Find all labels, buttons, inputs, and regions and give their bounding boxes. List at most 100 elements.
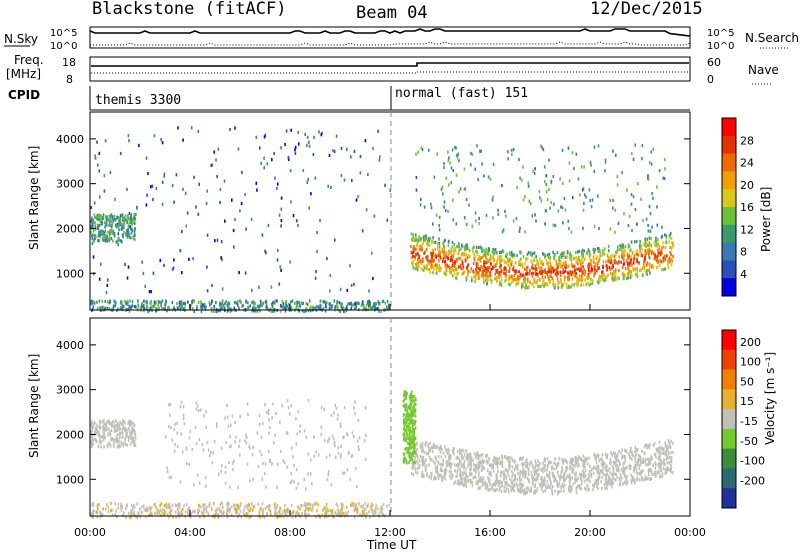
- heatmap-cell: [278, 213, 281, 217]
- heatmap-cell: [117, 232, 120, 236]
- heatmap-cell: [424, 442, 427, 446]
- heatmap-cell: [411, 262, 414, 266]
- heatmap-cell: [548, 278, 550, 282]
- heatmap-cell: [405, 413, 407, 417]
- heatmap-cell: [186, 211, 189, 215]
- heatmap-cell: [477, 266, 480, 270]
- heatmap-cell: [367, 172, 369, 177]
- heatmap-cell: [132, 220, 134, 224]
- heatmap-cell: [589, 479, 591, 483]
- heatmap-cell: [316, 304, 318, 308]
- heatmap-cell: [417, 261, 420, 265]
- heatmap-cell: [498, 273, 500, 277]
- heatmap-cell: [445, 471, 447, 475]
- heatmap-cell: [427, 268, 429, 272]
- heatmap-cell: [532, 476, 535, 480]
- heatmap-cell: [495, 481, 498, 485]
- heatmap-cell: [586, 457, 588, 461]
- heatmap-cell: [303, 503, 306, 507]
- heatmap-cell: [193, 309, 195, 313]
- heatmap-cell: [670, 451, 672, 455]
- heatmap-cell: [337, 451, 340, 455]
- heatmap-cell: [583, 465, 586, 469]
- heatmap-cell: [421, 148, 424, 152]
- heatmap-cell: [597, 478, 599, 482]
- heatmap-cell: [462, 449, 465, 453]
- heatmap-cell: [284, 307, 287, 311]
- heatmap-cell: [98, 299, 101, 303]
- heatmap-cell: [159, 513, 162, 517]
- heatmap-cell: [111, 227, 113, 231]
- heatmap-cell: [409, 429, 411, 433]
- heatmap-cell: [559, 273, 562, 277]
- heatmap-cell: [574, 274, 576, 278]
- heatmap-cell: [478, 465, 481, 469]
- heatmap-cell: [430, 263, 432, 267]
- heatmap-cell: [566, 255, 569, 259]
- heatmap-cell: [558, 457, 561, 461]
- heatmap-cell: [464, 248, 466, 252]
- heatmap-cell: [434, 465, 437, 470]
- heatmap-cell: [539, 266, 542, 270]
- heatmap-cell: [423, 462, 425, 466]
- heatmap-cell: [546, 457, 549, 461]
- heatmap-cell: [504, 455, 506, 459]
- heatmap-cell: [658, 169, 661, 173]
- heatmap-cell: [481, 480, 484, 484]
- heatmap-cell: [416, 460, 418, 464]
- heatmap-cell: [445, 273, 448, 277]
- heatmap-cell: [239, 453, 241, 457]
- nsky-series-line: [89, 28, 691, 37]
- heatmap-cell: [445, 176, 448, 180]
- heatmap-cell: [517, 276, 519, 280]
- heatmap-cell: [211, 461, 214, 465]
- heatmap-cell: [409, 451, 412, 455]
- heatmap-cell: [288, 306, 290, 310]
- heatmap-cell: [544, 489, 546, 493]
- heatmap-cell: [593, 272, 595, 276]
- heatmap-cell: [629, 270, 631, 274]
- heatmap-cell: [645, 243, 648, 247]
- heatmap-cell: [220, 509, 223, 513]
- heatmap-cell: [653, 257, 656, 261]
- heatmap-cell: [158, 511, 160, 515]
- heatmap-cell: [213, 150, 215, 154]
- heatmap-cell: [661, 251, 663, 255]
- heatmap-cell: [245, 441, 248, 445]
- heatmap-cell: [351, 501, 353, 506]
- heatmap-cell: [562, 271, 564, 275]
- heatmap-cell: [568, 483, 571, 488]
- heatmap-cell: [551, 474, 554, 478]
- heatmap-cell: [532, 169, 534, 173]
- heatmap-cell: [106, 239, 108, 243]
- heatmap-cell: [492, 459, 495, 463]
- heatmap-cell: [524, 490, 526, 494]
- heatmap-cell: [403, 413, 405, 417]
- heatmap-cell: [113, 427, 116, 431]
- heatmap-cell: [663, 462, 665, 466]
- heatmap-cell: [581, 473, 583, 477]
- heatmap-cell: [601, 270, 604, 274]
- heatmap-cell: [228, 306, 231, 310]
- heatmap-cell: [233, 245, 235, 249]
- heatmap-cell: [527, 472, 530, 476]
- heatmap-cell: [96, 307, 99, 311]
- heatmap-cell: [148, 290, 151, 294]
- heatmap-cell: [229, 434, 231, 438]
- heatmap-cell: [468, 203, 470, 207]
- heatmap-cell: [140, 305, 142, 310]
- heatmap-cell: [113, 214, 116, 218]
- heatmap-cell: [570, 458, 573, 462]
- heatmap-cell: [91, 437, 93, 441]
- heatmap-cell: [465, 480, 467, 484]
- heatmap-cell: [493, 258, 495, 262]
- heatmap-cell: [336, 417, 339, 421]
- heatmap-cell: [405, 405, 407, 409]
- heatmap-cell: [432, 236, 434, 240]
- heatmap-cell: [591, 281, 594, 285]
- heatmap-cell: [431, 446, 433, 450]
- heatmap-cell: [416, 456, 419, 460]
- heatmap-cell: [668, 451, 670, 455]
- heatmap-cell: [498, 482, 500, 486]
- heatmap-cell: [110, 501, 112, 505]
